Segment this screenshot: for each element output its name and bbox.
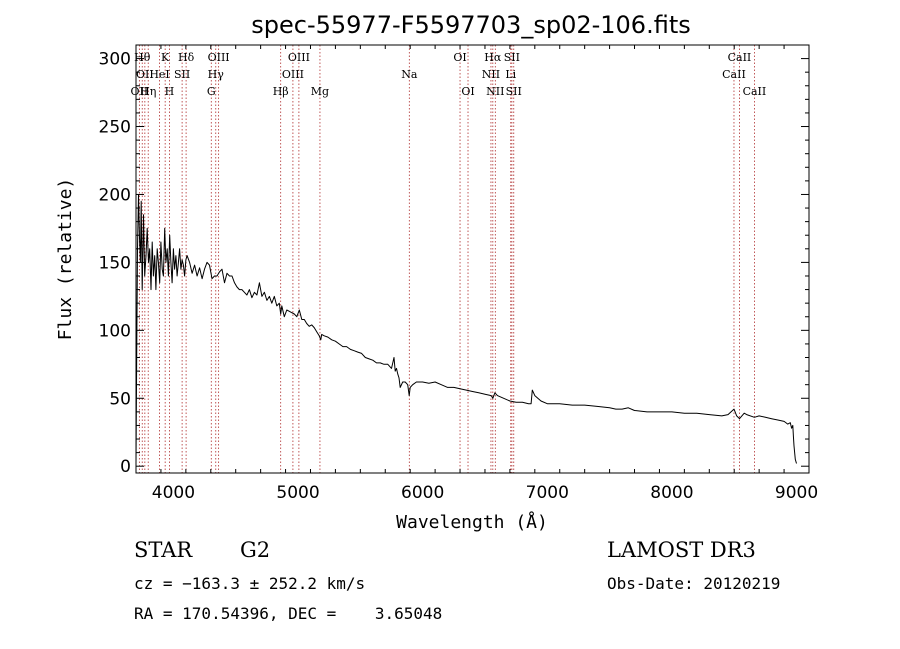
y-tick-label: 100 bbox=[99, 321, 131, 341]
line-label: Hβ bbox=[273, 85, 289, 98]
sky-coordinates: RA = 170.54396, DEC = 3.65048 bbox=[134, 604, 443, 623]
line-label: Hθ bbox=[134, 51, 151, 64]
y-tick-label: 250 bbox=[99, 118, 131, 138]
x-tick-labels: 4000 5000 6000 7000 8000 9000 bbox=[152, 483, 818, 503]
line-label: OIII bbox=[288, 51, 310, 64]
y-tick-label: 0 bbox=[120, 457, 131, 477]
chart-title: spec-55977-F5597703_sp02-106.fits bbox=[251, 11, 690, 39]
line-label: Li bbox=[505, 68, 516, 81]
spectral-line-markers bbox=[138, 45, 755, 473]
observation-date: Obs-Date: 20120219 bbox=[607, 574, 781, 593]
line-label: Hη bbox=[140, 85, 156, 98]
x-tick-label: 7000 bbox=[526, 483, 569, 503]
line-label: NII bbox=[486, 85, 504, 98]
y-tick-label: 150 bbox=[99, 253, 131, 273]
survey-name: LAMOST DR3 bbox=[607, 538, 756, 562]
x-tick-label: 6000 bbox=[401, 483, 444, 503]
line-label: K bbox=[161, 51, 170, 64]
x-tick-label: 5000 bbox=[276, 483, 319, 503]
line-label: Hα bbox=[484, 51, 502, 64]
y-tick-label: 300 bbox=[99, 50, 131, 70]
line-label: OIII bbox=[208, 51, 230, 64]
object-class: STAR bbox=[134, 538, 193, 562]
spectral-line-labels: OIIHθOIIHηHeIKHSIIHδGHγOIIIHβOIIIOIIIMgN… bbox=[131, 51, 767, 98]
x-tick-label: 4000 bbox=[152, 483, 195, 503]
line-label: OI bbox=[453, 51, 466, 64]
line-label: G bbox=[207, 85, 216, 98]
line-label: OII bbox=[136, 68, 154, 81]
line-label: HeI bbox=[149, 68, 169, 81]
x-tick-label: 9000 bbox=[775, 483, 818, 503]
line-label: Hγ bbox=[208, 68, 225, 81]
line-label: SII bbox=[174, 68, 190, 81]
y-tick-labels: 0 50 100 150 200 250 300 bbox=[99, 50, 131, 478]
y-tick-label: 200 bbox=[99, 185, 131, 205]
line-label: SII bbox=[506, 85, 522, 98]
object-subclass: G2 bbox=[240, 538, 271, 562]
y-axis-label: Flux (relative) bbox=[55, 178, 76, 341]
x-tick-label: 8000 bbox=[650, 483, 693, 503]
axis-ticks bbox=[135, 45, 810, 473]
line-label: Na bbox=[401, 68, 418, 81]
spectrum-series bbox=[135, 194, 797, 464]
line-label: OIII bbox=[282, 68, 304, 81]
x-axis-label: Wavelength (Å) bbox=[396, 511, 548, 533]
plot-frame bbox=[135, 44, 810, 474]
line-label: CaII bbox=[743, 85, 767, 98]
line-label: Mg bbox=[311, 85, 329, 98]
line-label: H bbox=[165, 85, 175, 98]
line-label: CaII bbox=[722, 68, 746, 81]
redshift-cz: cz = −163.3 ± 252.2 km/s bbox=[134, 574, 366, 593]
y-tick-label: 50 bbox=[109, 389, 131, 409]
line-label: OI bbox=[461, 85, 474, 98]
line-label: SII bbox=[504, 51, 520, 64]
spectrum-line bbox=[135, 194, 797, 464]
line-label: CaII bbox=[728, 51, 752, 64]
line-label: Hδ bbox=[178, 51, 195, 64]
line-label: NII bbox=[482, 68, 500, 81]
line-label: OII bbox=[131, 85, 149, 98]
